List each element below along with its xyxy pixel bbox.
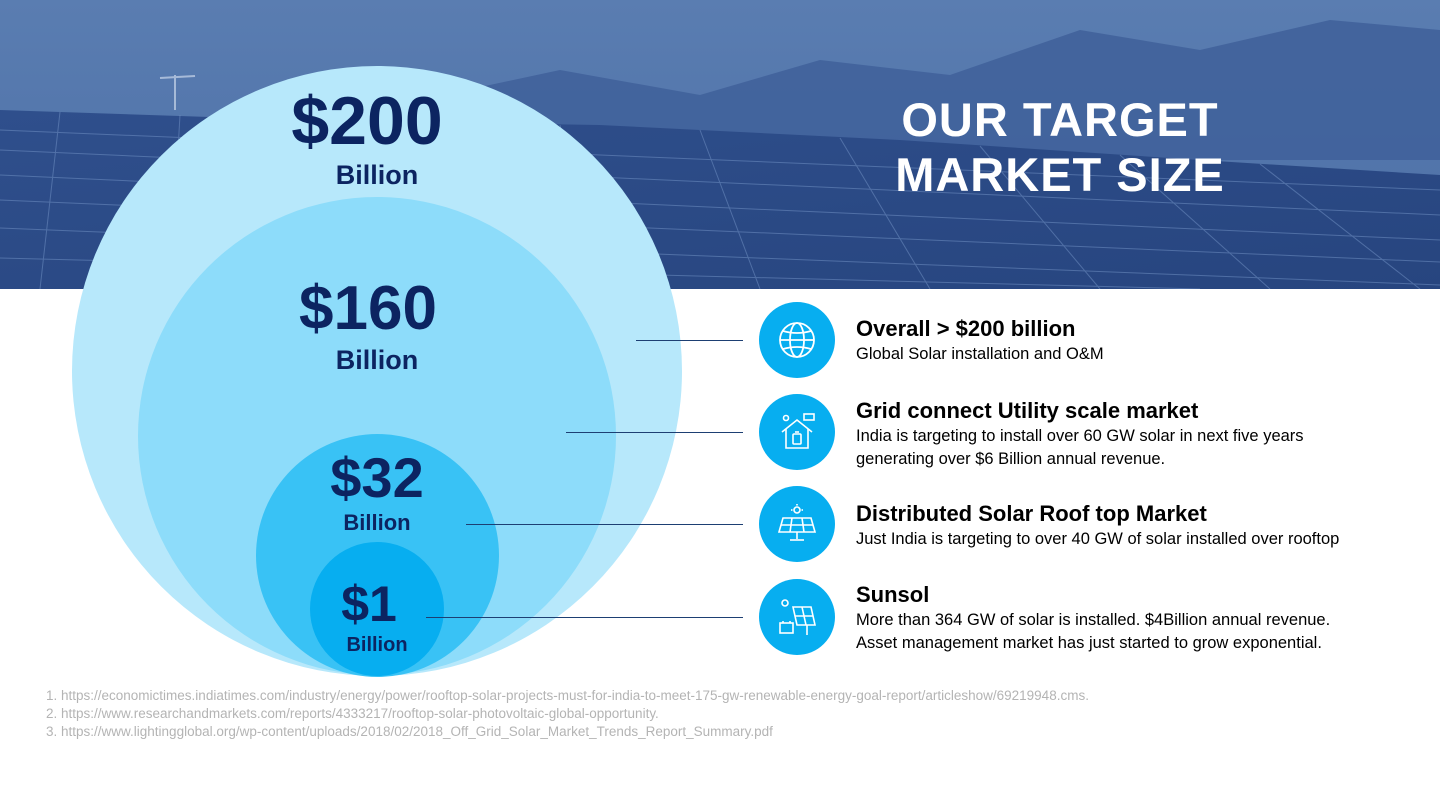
footnote-link[interactable]: 1. https://economictimes.indiatimes.com/…	[46, 688, 1089, 703]
overall-unit: Billion	[335, 160, 419, 190]
connector-line	[636, 340, 743, 341]
solar-battery-icon	[759, 579, 835, 655]
item-desc-sunsol-line-1: More than 364 GW of solar is installed. …	[856, 611, 1331, 629]
solar-panel-icon	[759, 486, 835, 562]
footnote-link[interactable]: 3. https://www.lightingglobal.org/wp-con…	[46, 724, 773, 739]
item-title-rooftop: Distributed Solar Roof top Market	[856, 501, 1207, 526]
item-title-utility: Grid connect Utility scale market	[856, 398, 1199, 423]
rooftop-amount: $32	[330, 446, 424, 509]
item-desc-overall: Global Solar installation and O&M	[856, 345, 1104, 363]
item-title-overall: Overall > $200 billion	[856, 316, 1076, 341]
globe-icon	[759, 302, 835, 378]
item-desc-rooftop: Just India is targeting to over 40 GW of…	[856, 530, 1340, 548]
title-line-2: MARKET SIZE	[895, 148, 1225, 201]
item-desc-sunsol-line-2: Asset management market has just started…	[856, 634, 1322, 652]
item-desc-utility-line-2: generating over $6 Billion annual revenu…	[856, 450, 1166, 468]
title-line-1: OUR TARGET	[901, 93, 1219, 146]
connector-line	[426, 617, 743, 618]
item-desc-utility-line-1: India is targeting to install over 60 GW…	[856, 427, 1304, 445]
page-title: OUR TARGET MARKET SIZE	[860, 92, 1260, 202]
utility-amount: $160	[299, 274, 437, 343]
sunsol-amount: $1	[341, 576, 397, 632]
circle-sunsol	[310, 542, 444, 676]
footnote-link[interactable]: 2. https://www.researchandmarkets.com/re…	[46, 706, 659, 721]
utility-unit: Billion	[335, 345, 419, 375]
solar-house-icon	[759, 394, 835, 470]
rooftop-unit: Billion	[343, 510, 411, 535]
connector-line	[566, 432, 743, 433]
connector-line	[466, 524, 743, 525]
overall-amount: $200	[291, 83, 443, 159]
sunsol-unit: Billion	[346, 634, 408, 656]
item-title-sunsol: Sunsol	[856, 582, 930, 607]
